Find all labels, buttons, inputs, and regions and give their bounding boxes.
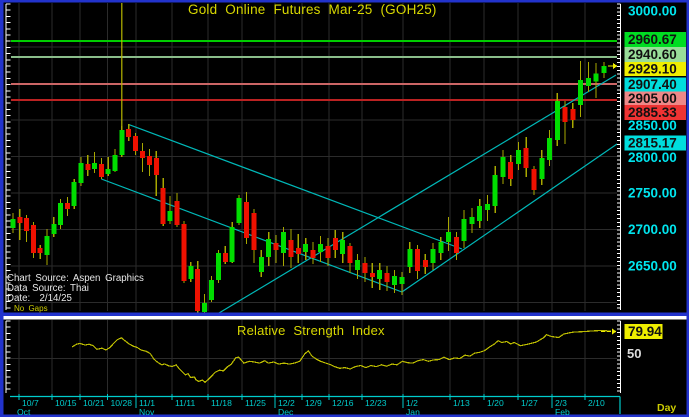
svg-text:2940.60: 2940.60 — [628, 47, 677, 62]
svg-text:2929.10: 2929.10 — [628, 62, 677, 77]
svg-text:Relative Strength Index: Relative Strength Index — [237, 323, 385, 338]
svg-text:2750.00: 2750.00 — [628, 186, 677, 201]
svg-text:2700.00: 2700.00 — [628, 222, 677, 237]
svg-text:Jan: Jan — [406, 407, 420, 417]
svg-text:Gold Online Futures Mar-25 (GO: Gold Online Futures Mar-25 (GOH25) — [188, 2, 437, 17]
svg-text:50: 50 — [627, 346, 641, 361]
svg-text:2907.40: 2907.40 — [628, 77, 677, 92]
svg-text:2815.17: 2815.17 — [628, 136, 677, 151]
svg-text:2960.67: 2960.67 — [628, 32, 677, 47]
svg-text:11/11: 11/11 — [175, 398, 195, 408]
svg-text:2650.00: 2650.00 — [628, 259, 677, 274]
svg-text:3000.00: 3000.00 — [628, 4, 677, 19]
svg-text:2800.00: 2800.00 — [628, 150, 677, 165]
svg-text:Nov: Nov — [139, 407, 155, 417]
svg-text:79.94: 79.94 — [628, 324, 662, 339]
svg-text:2/3: 2/3 — [555, 398, 567, 408]
svg-text:2850.00: 2850.00 — [628, 118, 677, 133]
svg-text:No Gaps: No Gaps — [14, 304, 48, 313]
svg-text:Chart Source: Aspen Graphics: Chart Source: Aspen Graphics — [7, 273, 144, 284]
svg-text:2905.00: 2905.00 — [628, 91, 677, 106]
svg-text:10/7: 10/7 — [22, 398, 39, 408]
svg-text:1/20: 1/20 — [487, 398, 504, 408]
svg-text:2/10: 2/10 — [588, 398, 605, 408]
svg-text:Date: 2/14/25: Date: 2/14/25 — [7, 293, 72, 304]
svg-text:Dec: Dec — [278, 407, 294, 417]
svg-text:11/1: 11/1 — [139, 398, 155, 408]
svg-text:12/23: 12/23 — [365, 398, 387, 408]
svg-text:1/13: 1/13 — [453, 398, 470, 408]
svg-text:11/25: 11/25 — [245, 398, 266, 408]
svg-text:12/9: 12/9 — [305, 398, 322, 408]
svg-text:Oct: Oct — [17, 407, 31, 417]
svg-text:Feb: Feb — [555, 407, 570, 417]
svg-text:10/15: 10/15 — [55, 398, 77, 408]
svg-text:12/2: 12/2 — [278, 398, 295, 408]
svg-text:10/28: 10/28 — [111, 398, 133, 408]
svg-text:2885.33: 2885.33 — [628, 105, 677, 120]
svg-text:1/2: 1/2 — [406, 398, 418, 408]
svg-text:1/27: 1/27 — [521, 398, 538, 408]
svg-text:Day: Day — [657, 402, 676, 414]
svg-text:Data Source: Thai: Data Source: Thai — [7, 283, 89, 294]
svg-text:12/16: 12/16 — [332, 398, 354, 408]
svg-text:11/18: 11/18 — [211, 398, 232, 408]
svg-text:10/21: 10/21 — [83, 398, 105, 408]
